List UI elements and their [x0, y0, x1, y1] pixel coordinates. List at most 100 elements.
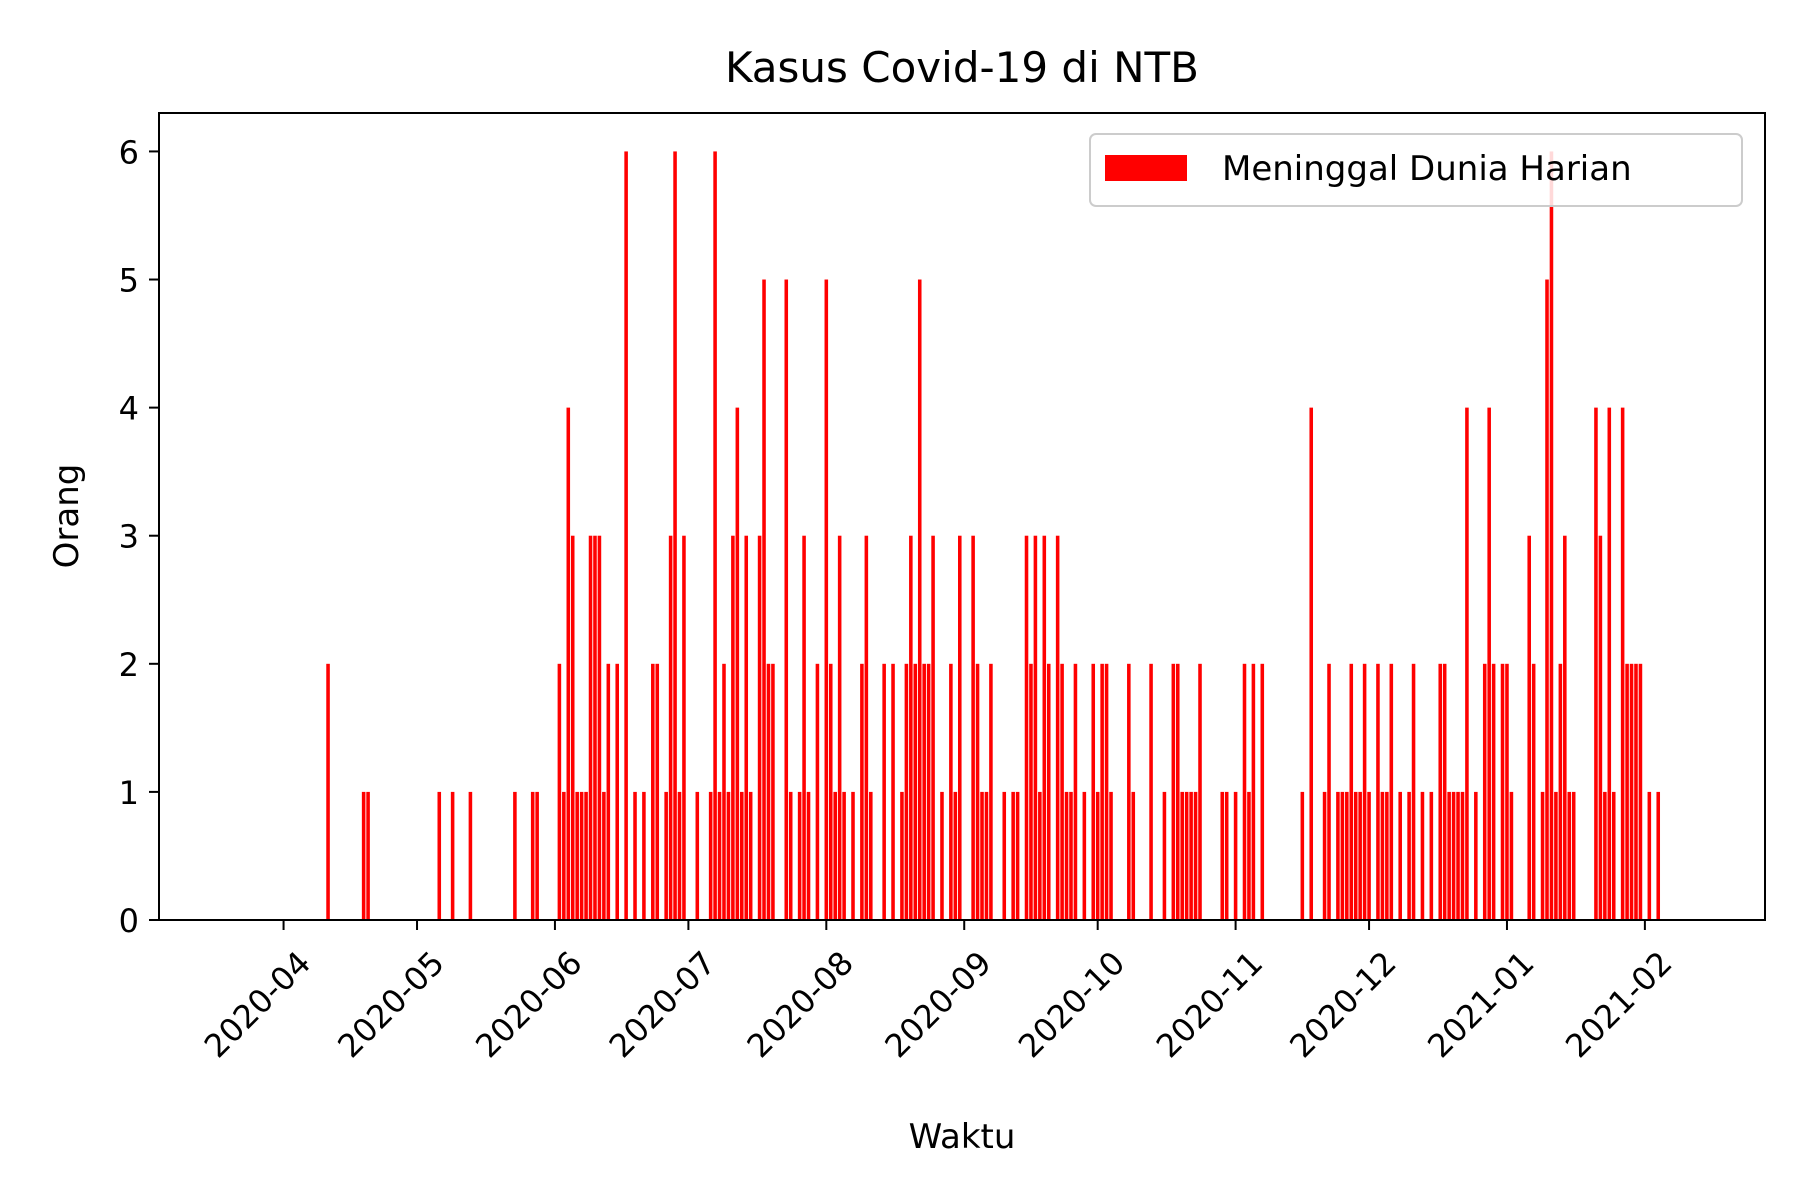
bar-2020-08-27 — [940, 791, 944, 920]
bar-2020-06-08 — [584, 791, 588, 920]
legend-box — [1089, 133, 1743, 207]
bar-2020-07-24 — [788, 791, 793, 920]
bar-2020-11-07 — [1260, 663, 1265, 920]
bar-2020-12-21 — [1456, 791, 1460, 920]
bar-2020-11-22 — [1327, 663, 1331, 920]
bar-2020-09-24 — [1064, 791, 1069, 920]
bar-2020-07-19 — [766, 663, 771, 920]
bar-2020-07-07 — [713, 151, 717, 920]
bar-2020-07-18 — [762, 279, 766, 920]
bar-2020-10-30 — [1224, 791, 1229, 920]
bar-2020-11-01 — [1233, 791, 1238, 920]
bar-2021-01-12 — [1554, 791, 1558, 920]
bar-2020-09-07 — [989, 663, 993, 920]
bar-2020-06-02 — [557, 663, 562, 920]
y-tick-label-6: 6 — [119, 133, 139, 171]
bar-2020-06-17 — [624, 151, 628, 920]
bar-2021-01-31 — [1638, 663, 1643, 920]
bar-2021-02-02 — [1647, 791, 1652, 920]
bar-2020-12-31 — [1500, 663, 1505, 920]
bar-2020-09-23 — [1060, 663, 1064, 920]
bar-2020-07-03 — [695, 791, 700, 920]
bar-2020-07-15 — [748, 791, 753, 920]
bar-2020-11-28 — [1353, 791, 1358, 920]
bar-2020-06-09 — [588, 535, 593, 920]
bar-2020-06-30 — [682, 535, 686, 920]
bar-2020-06-29 — [677, 791, 682, 920]
bar-2021-01-22 — [1598, 535, 1603, 920]
bar-2020-06-07 — [579, 791, 584, 920]
bar-2020-08-18 — [900, 791, 904, 920]
bar-2021-02-04 — [1656, 791, 1661, 920]
bar-2020-09-10 — [1002, 791, 1007, 920]
bar-2020-12-06 — [1389, 663, 1394, 920]
bar-2021-01-10 — [1545, 279, 1549, 920]
bar-2020-10-24 — [1198, 663, 1202, 920]
y-tick-label-2: 2 — [119, 646, 139, 684]
bar-2020-12-03 — [1376, 663, 1380, 920]
bar-2020-10-22 — [1189, 791, 1193, 920]
bar-2020-05-06 — [437, 791, 442, 920]
bar-2020-10-03 — [1104, 663, 1109, 920]
bar-2020-06-19 — [633, 791, 637, 920]
bar-2020-11-24 — [1336, 791, 1340, 920]
bar-2020-08-04 — [837, 535, 842, 920]
bar-2020-08-20 — [909, 535, 913, 920]
bar-2020-07-23 — [784, 279, 789, 920]
bar-2020-08-30 — [953, 791, 958, 920]
bar-2021-01-29 — [1629, 663, 1634, 920]
bar-2020-08-05 — [842, 791, 846, 920]
bar-2020-08-23 — [922, 663, 926, 920]
bar-2021-01-06 — [1527, 535, 1531, 920]
bar-2020-08-16 — [891, 663, 895, 920]
bar-2020-12-13 — [1420, 791, 1425, 920]
bar-2020-11-29 — [1358, 791, 1362, 920]
bar-2020-10-20 — [1180, 791, 1184, 920]
bar-2021-01-30 — [1634, 663, 1638, 920]
bar-2020-07-13 — [740, 791, 744, 920]
bar-2020-06-15 — [615, 663, 619, 920]
bar-2020-08-02 — [828, 663, 833, 920]
bar-2020-05-27 — [530, 791, 535, 920]
y-tick-label-5: 5 — [119, 262, 139, 300]
y-tick-label-1: 1 — [119, 774, 139, 812]
bar-2020-11-18 — [1309, 407, 1314, 920]
bar-2021-01-13 — [1558, 663, 1563, 920]
bar-2020-12-23 — [1465, 407, 1469, 920]
bar-2020-11-16 — [1300, 791, 1305, 920]
bar-2021-01-21 — [1594, 407, 1598, 920]
bar-2020-10-01 — [1095, 791, 1100, 920]
bar-2020-08-09 — [860, 663, 864, 920]
bar-2020-06-24 — [655, 663, 660, 920]
bar-2020-08-07 — [851, 791, 855, 920]
bar-2021-01-07 — [1531, 663, 1536, 920]
y-axis-ticks: 0 1 2 3 4 5 6 — [119, 133, 159, 940]
bar-2020-05-23 — [513, 791, 517, 920]
bar-2021-01-25 — [1611, 791, 1616, 920]
bar-2020-06-28 — [673, 151, 677, 920]
bar-2020-12-08 — [1398, 791, 1402, 920]
bar-2020-07-28 — [806, 791, 811, 920]
bar-2020-06-10 — [593, 535, 597, 920]
bar-2020-12-28 — [1487, 407, 1491, 920]
bar-2021-01-23 — [1603, 791, 1607, 920]
bar-2021-01-24 — [1607, 407, 1612, 920]
plot-area-frame — [158, 112, 1766, 921]
bar-2020-09-15 — [1024, 535, 1029, 920]
y-tick-label-4: 4 — [119, 390, 139, 428]
bar-2020-06-06 — [575, 791, 579, 920]
bar-2020-07-27 — [802, 535, 806, 920]
y-tick-label-3: 3 — [119, 518, 139, 556]
bar-2020-10-13 — [1149, 663, 1153, 920]
legend-label: Meninggal Dunia Harian — [1222, 149, 1632, 189]
bar-2020-05-09 — [450, 791, 455, 920]
bars — [326, 151, 1661, 920]
bar-2020-04-20 — [366, 791, 370, 920]
bar-2020-06-05 — [570, 535, 575, 920]
bar-2020-11-30 — [1362, 663, 1367, 920]
bar-2020-09-28 — [1082, 791, 1087, 920]
bar-2021-01-11 — [1549, 151, 1554, 920]
bar-2021-01-09 — [1540, 791, 1545, 920]
bar-2020-10-29 — [1220, 791, 1225, 920]
